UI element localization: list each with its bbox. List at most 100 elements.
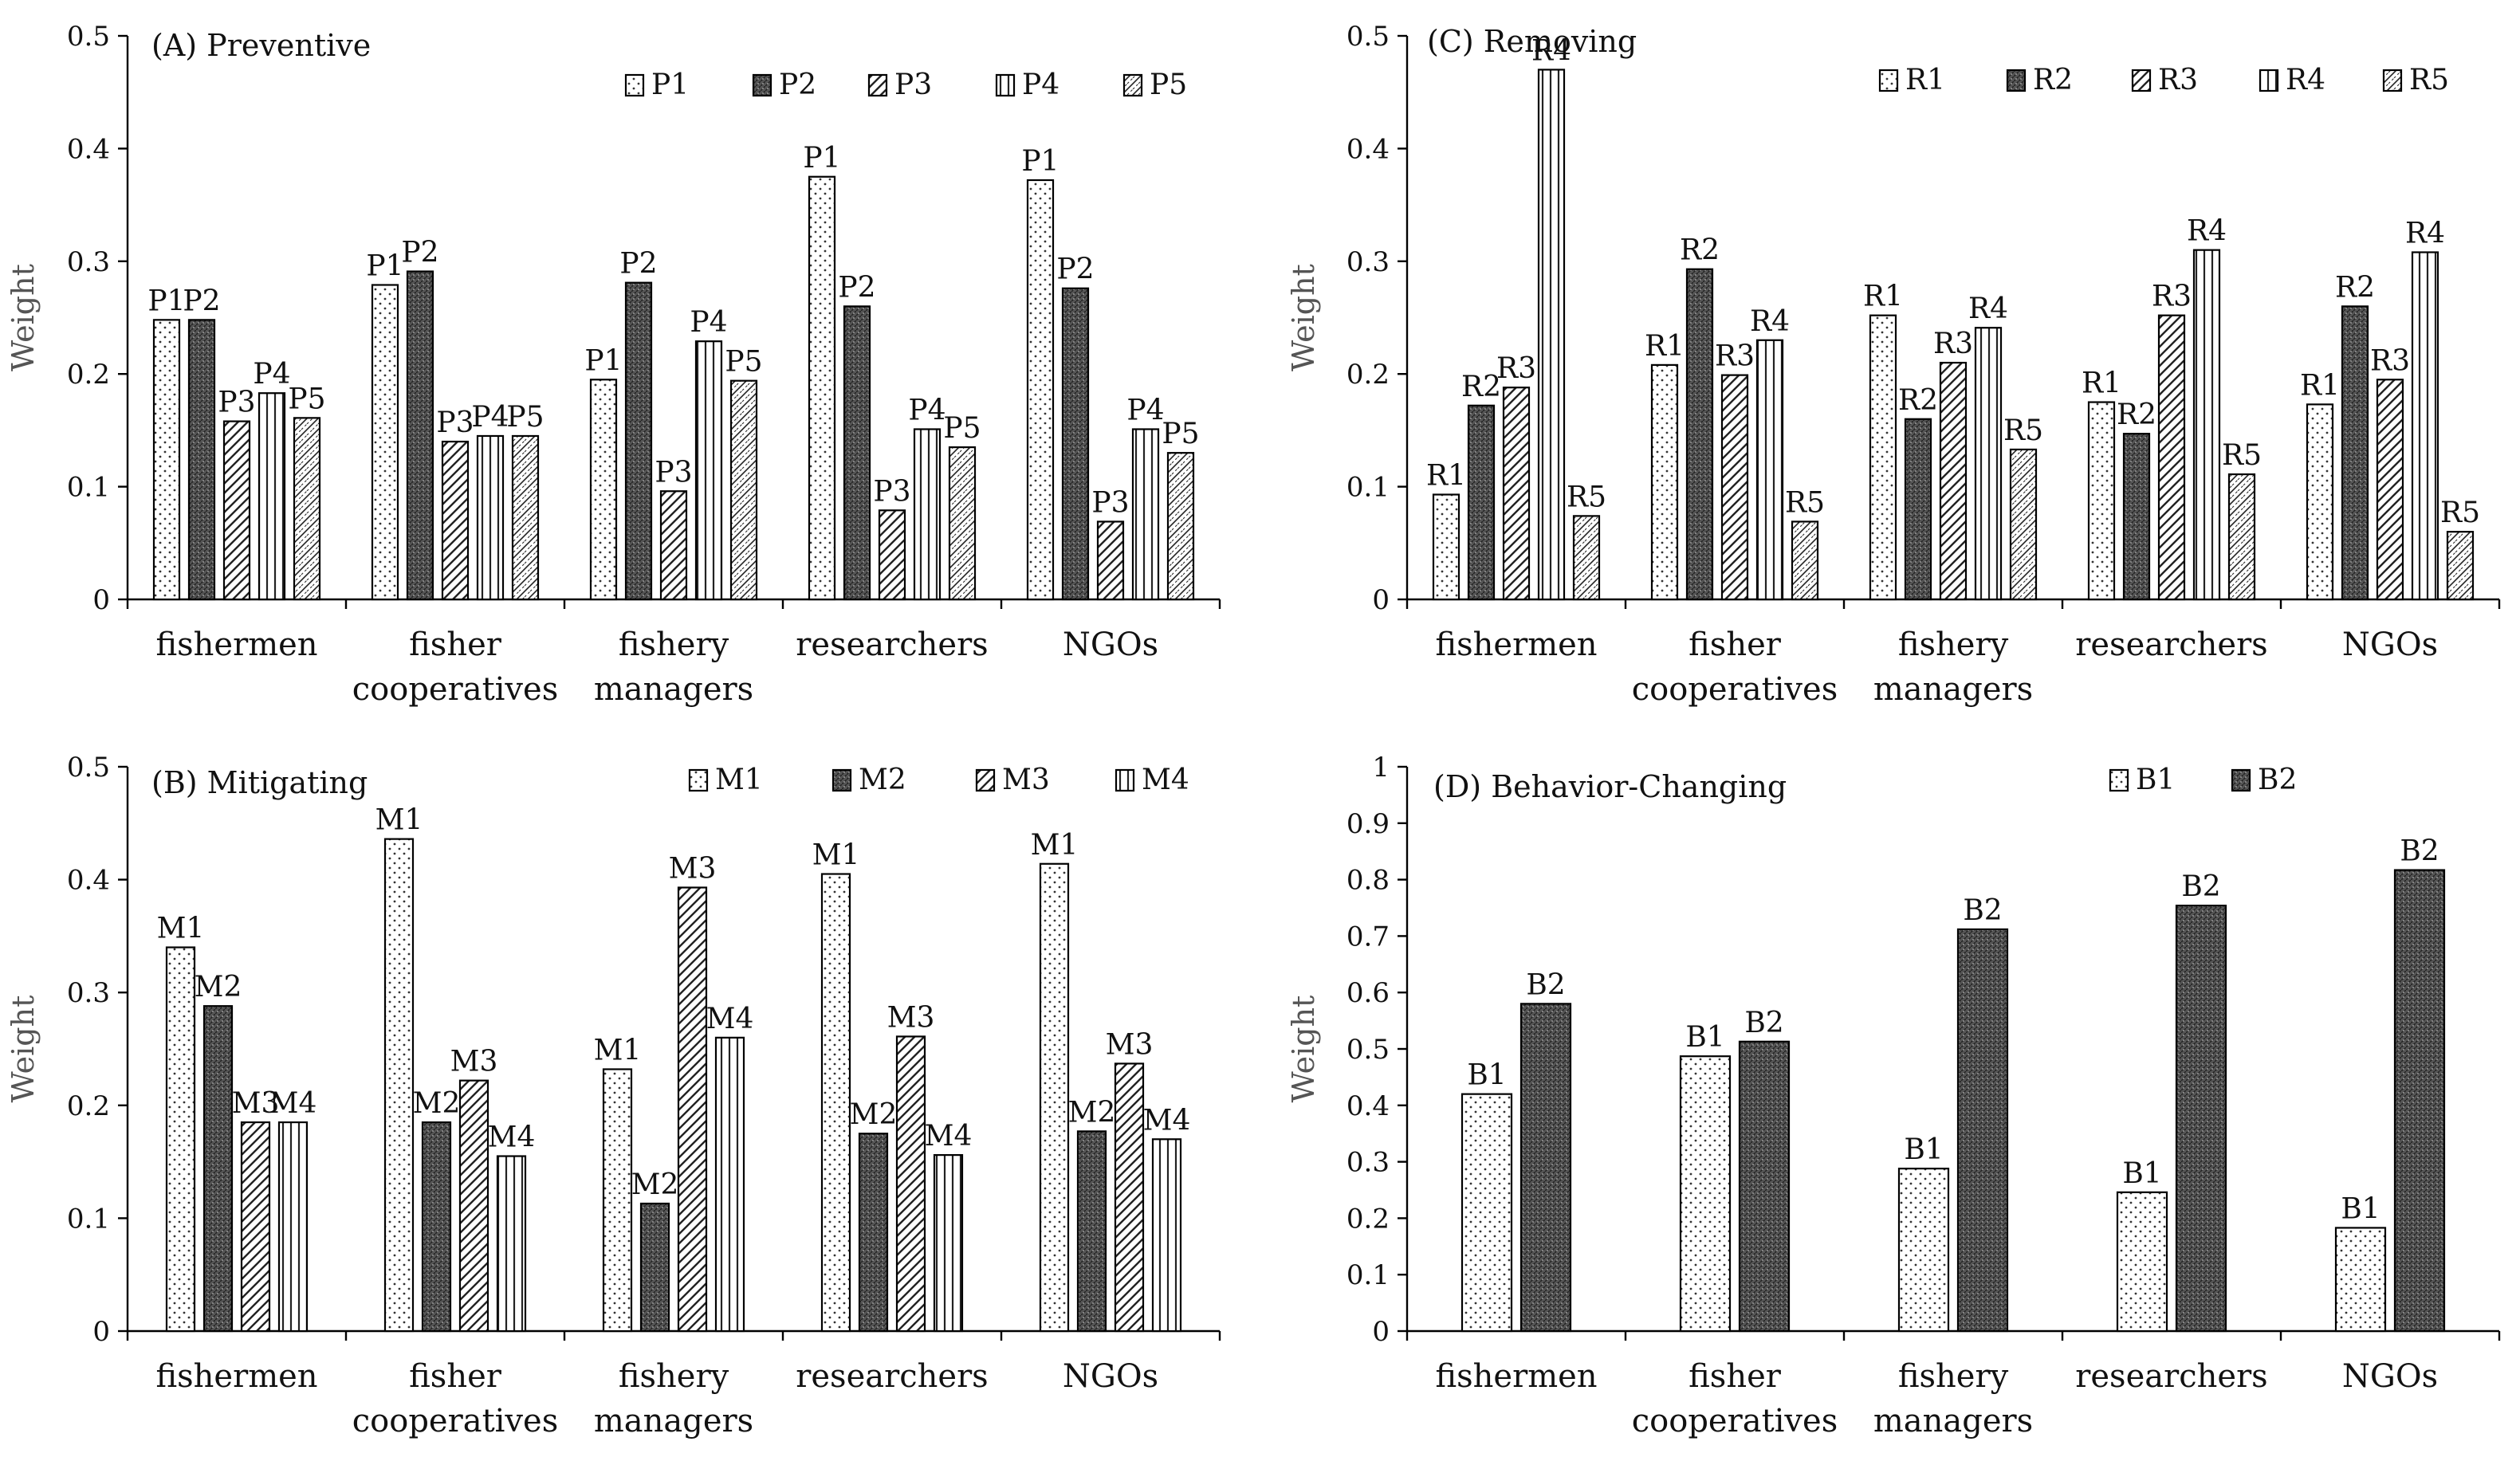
data-label-p4: P4 [471,401,509,434]
y-tick-label: 0.5 [1346,1034,1390,1066]
bar-r4-fishermen [1537,69,1566,601]
data-label-m4: M4 [706,1003,754,1035]
panel-removing: (C) Removing Weight 0 0.1 0.2 0.3 0.4 0.5 fisher… [1286,21,2501,708]
data-label-b1: B1 [1685,1021,1724,1054]
y-tick-label: 0.3 [67,246,110,278]
y-tick-label: 0.2 [1346,1203,1390,1235]
category-label-ngos: NGOs [1063,626,1158,663]
category-label-fishery-managers: fishery managers [594,626,753,708]
data-label-r4: R4 [2405,217,2445,249]
category-label-ngos: NGOs [2342,626,2438,663]
y-tick-label: 0.3 [1346,1147,1390,1179]
bar-m1-fishery-managers [602,1068,633,1333]
data-label-m2: M2 [413,1087,461,1120]
data-label-m1: M1 [594,1034,642,1066]
bar-p3-fisher-cooperatives [441,440,470,601]
data-label-m3: M3 [450,1046,498,1078]
legend-swatch-r2 [2006,69,2027,92]
bar-m4-fishermen [277,1121,309,1333]
y-tick-label: 0.5 [1346,21,1390,53]
legend-label-m2: M2 [859,764,906,796]
bar-p2-ngos [1061,287,1090,601]
legend-swatch-b2 [2231,768,2251,792]
legend-label-p2: P2 [779,69,816,101]
panel-behavior-changing: (D) Behavior-Changing Weight 0 0.1 0.2 0.3 0.4… [1286,752,2501,1439]
data-label-p5: P5 [1162,418,1199,450]
data-label-p2: P2 [838,271,875,304]
data-label-b2: B2 [1963,894,2002,927]
data-label-p2: P2 [401,237,438,269]
bar-m4-fishery-managers [714,1036,745,1333]
y-tick-label: 0 [92,584,110,616]
bar-r2-ngos [2341,305,2369,601]
data-label-m4: M4 [1143,1104,1191,1137]
bar-r5-fishermen [1572,515,1601,601]
y-tick-label: 1 [1372,752,1390,784]
legend-swatch-p1 [624,73,645,97]
category-label-fisher-cooperatives: fisher cooperatives [1632,1358,1838,1439]
y-axis-title: Weight [1286,264,1321,371]
data-label-m4: M4 [269,1087,317,1120]
panel-title: (B) Mitigating [151,765,368,800]
legend-swatch-m3 [975,768,996,792]
panel-title: (C) Removing [1427,24,1637,59]
data-label-m1: M1 [1031,829,1079,862]
data-label-r4: R4 [1531,34,1571,67]
data-label-m4: M4 [925,1120,973,1153]
data-label-r3: R3 [2152,281,2192,313]
legend-swatch-r3 [2131,69,2152,92]
data-label-m3: M3 [887,1001,935,1034]
data-label-p2: P2 [619,248,657,281]
data-label-p3: P3 [218,387,255,419]
bar-m4-ngos [1151,1138,1182,1333]
panel-title: (D) Behavior-Changing [1433,769,1787,804]
data-label-p3: P3 [436,406,474,439]
legend-swatch-b1 [2109,768,2129,792]
bar-b1-fishery-managers [1897,1167,1950,1333]
bar-r3-ngos [2376,379,2404,601]
category-label-fisher-cooperatives: fisher cooperatives [352,626,558,708]
data-label-r1: R1 [2082,367,2121,400]
bar-r3-researchers [2157,314,2186,601]
data-label-r5: R5 [2222,439,2262,472]
data-label-r3: R3 [1496,352,1536,385]
bar-p4-fishery-managers [694,340,723,601]
y-tick-label: 0.2 [67,359,110,391]
data-label-r2: R2 [1898,384,1938,417]
bar-p5-fisher-cooperatives [511,434,540,601]
data-label-b1: B1 [2122,1157,2161,1190]
legend-swatch-m2 [831,768,852,792]
bar-m1-fishermen [165,946,196,1333]
bar-b2-fisher-cooperatives [1738,1040,1791,1333]
bar-p5-fishery-managers [729,379,758,601]
y-tick-label: 0.4 [67,865,110,897]
legend-swatch-r1 [1878,69,1899,92]
bar-p1-fisher-cooperatives [371,284,399,601]
bar-m2-fishermen [202,1005,234,1333]
bar-b1-fisher-cooperatives [1679,1055,1732,1333]
legend-label-r2: R2 [2033,64,2073,96]
bar-m1-researchers [820,873,851,1333]
data-label-p1: P1 [366,249,403,282]
data-label-p1: P1 [1021,145,1059,178]
data-label-p4: P4 [253,358,290,391]
bar-r1-ngos [2306,403,2334,601]
bar-r1-fisher-cooperatives [1650,363,1679,601]
data-label-p3: P3 [1091,486,1129,519]
data-label-r3: R3 [1715,340,1755,373]
data-label-r5: R5 [1785,486,1825,519]
data-label-m2: M2 [631,1168,679,1201]
data-label-b2: B2 [2400,835,2439,868]
data-label-r2: R2 [2117,399,2156,431]
y-tick-label: 0 [1372,584,1390,616]
data-label-r5: R5 [2003,414,2043,447]
category-label-researchers: researchers [2075,626,2267,663]
data-label-m1: M1 [812,839,860,872]
bar-p5-researchers [948,446,977,601]
data-label-p5: P5 [288,383,325,415]
bar-r1-fishermen [1432,493,1460,601]
data-label-r4: R4 [1750,305,1790,338]
legend-label-p4: P4 [1022,69,1060,101]
y-axis-title: Weight [1286,996,1321,1103]
category-label-researchers: researchers [796,626,988,663]
